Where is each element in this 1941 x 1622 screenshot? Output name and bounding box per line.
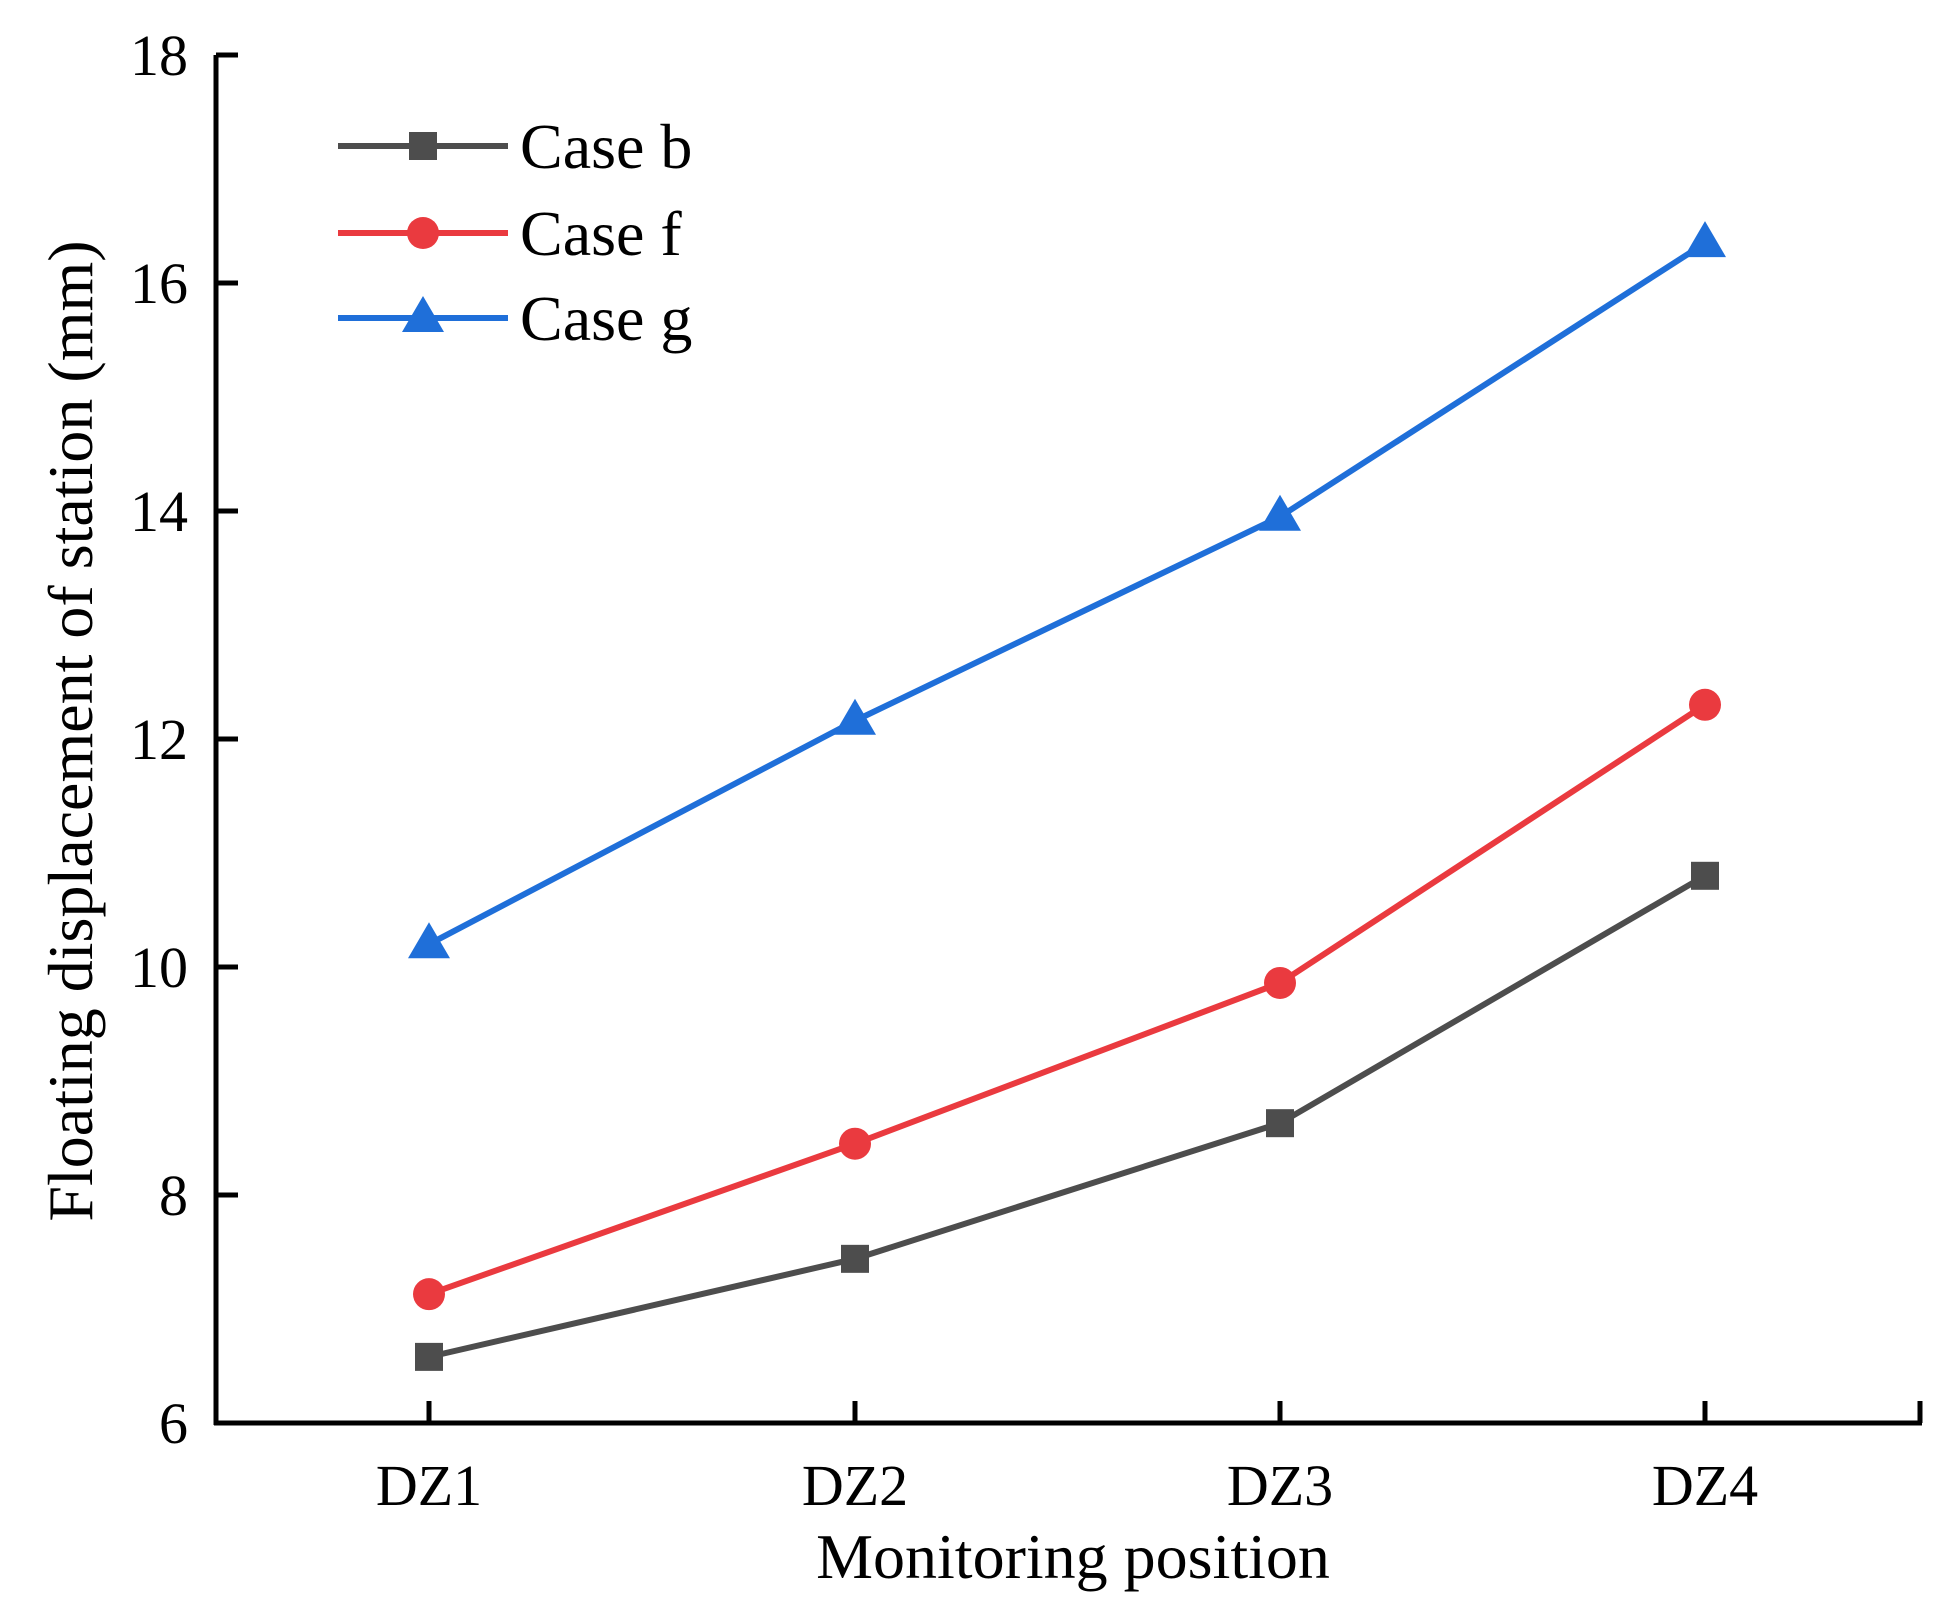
legend-marker: [402, 296, 444, 332]
y-axis-title: Floating displacement of station (mm): [35, 240, 106, 1221]
y-tick-label: 16: [130, 251, 188, 316]
data-point: [1689, 688, 1721, 721]
data-point: [408, 922, 450, 959]
data-point: [1264, 966, 1296, 999]
y-tick-label: 14: [130, 479, 188, 544]
data-point: [1266, 1109, 1294, 1138]
series-case-g: [408, 221, 1726, 959]
legend-label: Case b: [520, 111, 692, 182]
series-layer: [408, 221, 1726, 1371]
legend-item: Case f: [338, 198, 682, 269]
y-tick-label: 12: [130, 707, 188, 772]
series-line: [428, 702, 1707, 1298]
x-tick-label: DZ1: [376, 1453, 482, 1518]
legend-marker: [409, 132, 437, 160]
data-point: [841, 1244, 869, 1273]
legend-label: Case g: [520, 283, 692, 354]
axes: 6 8 10 12 14 16 18 DZ1 DZ2 DZ3 DZ4: [130, 23, 1923, 1518]
series-line: [427, 240, 1707, 947]
series-case-b: [415, 861, 1719, 1371]
series-case-f: [413, 688, 1721, 1311]
x-tick-label: DZ2: [802, 1453, 908, 1518]
y-tick-label: 18: [130, 23, 188, 88]
legend: Case b Case f Case g: [338, 111, 692, 354]
data-point: [1684, 221, 1726, 258]
x-tick-label: DZ3: [1227, 1453, 1333, 1518]
series-line: [428, 873, 1707, 1360]
y-tick-label: 8: [159, 1163, 188, 1228]
legend-marker: [407, 217, 439, 249]
data-point: [1259, 494, 1301, 531]
legend-item: Case g: [338, 283, 692, 354]
data-point: [413, 1278, 445, 1311]
data-point: [415, 1342, 443, 1371]
data-point: [1691, 861, 1719, 890]
data-point: [834, 698, 876, 735]
x-tick-label: DZ4: [1652, 1453, 1758, 1518]
legend-label: Case f: [520, 198, 682, 269]
y-tick-label: 6: [159, 1391, 188, 1456]
y-tick-label: 10: [130, 935, 188, 1000]
x-axis-title: Monitoring position: [816, 1521, 1330, 1592]
data-point: [839, 1127, 871, 1160]
legend-item: Case b: [338, 111, 692, 182]
